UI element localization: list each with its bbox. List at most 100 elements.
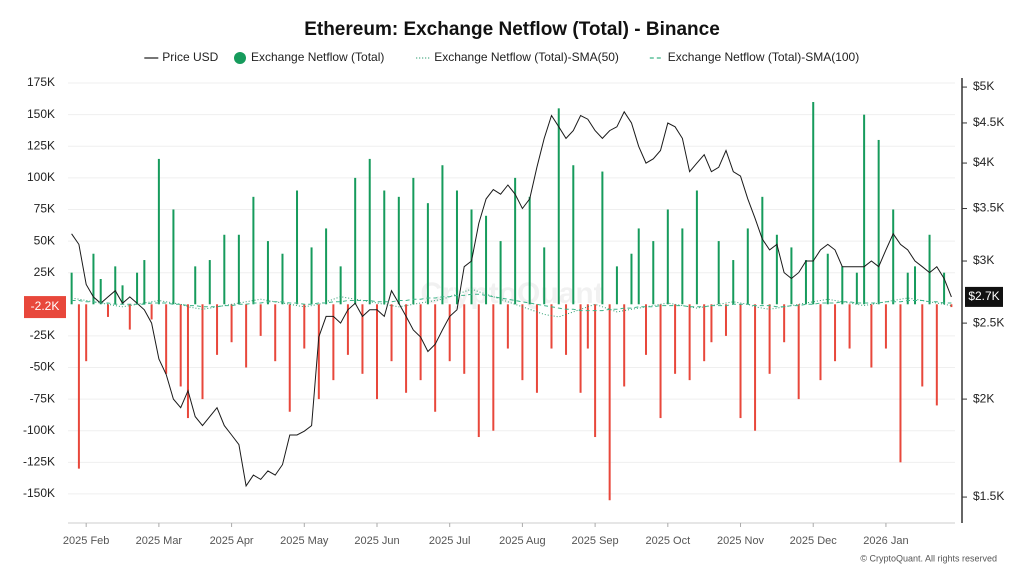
netflow-bar xyxy=(739,304,742,419)
netflow-bar xyxy=(906,272,909,305)
x-tick-label: 2025 Jul xyxy=(429,535,471,547)
netflow-bar xyxy=(674,304,677,374)
netflow-bar xyxy=(877,139,880,305)
y-tick-label: -150K xyxy=(23,486,55,500)
netflow-bar xyxy=(754,304,757,431)
netflow-bar xyxy=(637,228,640,305)
netflow-bar xyxy=(841,266,844,305)
netflow-bar xyxy=(652,241,655,305)
x-tick-label: 2025 Oct xyxy=(645,535,690,547)
legend-label: Exchange Netflow (Total)-SMA(50) xyxy=(434,50,619,64)
netflow-bar xyxy=(899,304,902,463)
x-tick-label: 2026 Jan xyxy=(863,535,908,547)
netflow-bar xyxy=(375,304,378,400)
netflow-bar xyxy=(863,114,866,305)
netflow-bar xyxy=(775,234,778,305)
x-tick-label: 2025 Sep xyxy=(572,535,619,547)
netflow-bar xyxy=(921,304,924,387)
netflow-bar xyxy=(390,304,393,362)
netflow-bar xyxy=(535,304,538,393)
netflow-bar xyxy=(768,304,771,374)
netflow-bar xyxy=(397,196,400,305)
netflow-bar xyxy=(426,203,429,305)
last-netflow-box xyxy=(24,296,66,319)
x-tick-label: 2025 Aug xyxy=(499,535,546,547)
netflow-bar xyxy=(70,272,73,305)
netflow-bar xyxy=(717,241,720,305)
netflow-bar xyxy=(565,304,568,355)
netflow-bar xyxy=(237,234,240,305)
netflow-bar xyxy=(412,177,415,305)
netflow-bar xyxy=(855,272,858,305)
netflow-bar xyxy=(346,304,349,355)
netflow-bar xyxy=(892,209,895,305)
netflow-bar xyxy=(186,304,189,419)
netflow-bar xyxy=(230,304,233,343)
netflow-bar xyxy=(477,304,480,438)
y2-tick-label: $4K xyxy=(973,155,994,169)
y2-tick-label: $4.5K xyxy=(973,115,1004,129)
y-tick-label: -50K xyxy=(30,360,55,374)
y-tick-label: -100K xyxy=(23,423,55,437)
last-netflow-label: -2.2K xyxy=(31,299,60,313)
y2-tick-label: $2K xyxy=(973,391,994,405)
netflow-bar xyxy=(339,266,342,305)
netflow-bar xyxy=(99,279,102,305)
netflow-bar xyxy=(361,304,364,374)
netflow-bar xyxy=(572,165,575,305)
netflow-bar xyxy=(172,209,175,305)
netflow-bar xyxy=(812,102,815,305)
y2-tick-label: $2.5K xyxy=(973,315,1004,329)
netflow-bar xyxy=(783,304,786,343)
netflow-bar xyxy=(826,253,829,305)
netflow-bar xyxy=(252,196,255,305)
netflow-bar xyxy=(608,304,611,501)
y-tick-label: 25K xyxy=(34,265,55,279)
netflow-bar xyxy=(834,304,837,362)
netflow-bar xyxy=(303,304,306,349)
netflow-bar xyxy=(681,228,684,305)
netflow-bar xyxy=(914,266,917,305)
netflow-bar xyxy=(150,304,153,320)
netflow-bar xyxy=(310,247,313,305)
netflow-bar xyxy=(281,253,284,305)
y-tick-label: 100K xyxy=(27,170,55,184)
netflow-bar xyxy=(797,304,800,400)
y-tick-label: -125K xyxy=(23,454,55,468)
netflow-bar xyxy=(615,266,618,305)
netflow-bar xyxy=(448,304,451,362)
netflow-bar xyxy=(761,196,764,305)
footer: © CryptoQuant. All rights reserved xyxy=(860,553,997,563)
netflow-bar xyxy=(179,304,182,387)
netflow-bar xyxy=(266,241,269,305)
netflow-bar xyxy=(499,241,502,305)
x-tick-label: 2025 Jun xyxy=(354,535,399,547)
netflow-bar xyxy=(85,304,88,362)
netflow-bar xyxy=(819,304,822,381)
netflow-bar xyxy=(405,304,408,393)
legend: Price USD Exchange Netflow (Total) Exchang… xyxy=(144,50,859,64)
x-tick-label: 2025 Apr xyxy=(210,535,254,547)
netflow-bar xyxy=(710,304,713,343)
netflow-bar xyxy=(659,304,662,419)
sma-line xyxy=(71,288,952,318)
netflow-bar xyxy=(121,285,124,305)
x-tick-label: 2025 Nov xyxy=(717,535,765,547)
netflow-bar xyxy=(492,304,495,431)
netflow-bar xyxy=(928,234,931,305)
netflow-bar xyxy=(128,304,131,330)
netflow-bar xyxy=(463,304,466,374)
netflow-bar xyxy=(419,304,422,381)
netflow-bar xyxy=(165,304,168,374)
netflow-bar xyxy=(201,304,204,400)
netflow-bar xyxy=(746,228,749,305)
netflow-bar xyxy=(695,190,698,305)
watermark: CryptoQuant xyxy=(420,277,603,310)
legend-label: Price USD xyxy=(162,50,218,64)
netflow-bar xyxy=(884,304,887,349)
netflow-bar xyxy=(259,304,262,336)
netflow-bar xyxy=(317,304,320,400)
y-tick-label: 50K xyxy=(34,233,55,247)
netflow-bar xyxy=(594,304,597,438)
y2-tick-label: $3K xyxy=(973,253,994,267)
